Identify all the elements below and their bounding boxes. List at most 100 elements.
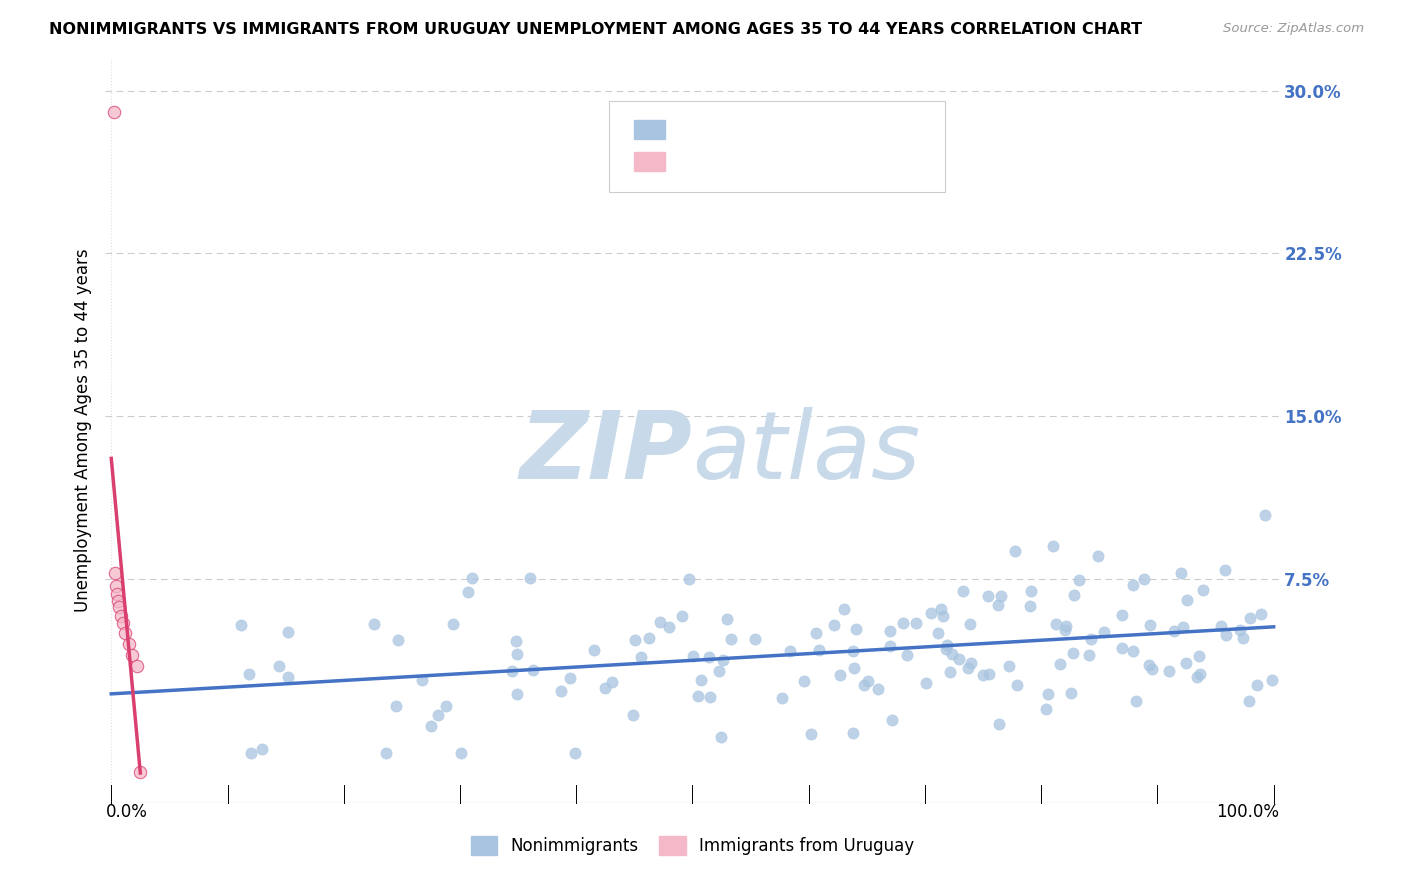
Point <box>770 691 793 706</box>
Point <box>1159 664 1181 678</box>
Point <box>800 727 823 741</box>
Point <box>277 670 299 684</box>
Point <box>238 666 260 681</box>
Point <box>1111 607 1133 622</box>
Point <box>1185 669 1208 683</box>
Point <box>939 665 962 680</box>
Point <box>108 600 131 615</box>
Point <box>711 652 734 666</box>
Point <box>387 633 409 648</box>
Point <box>689 673 711 687</box>
Y-axis label: Unemployment Among Ages 35 to 44 years: Unemployment Among Ages 35 to 44 years <box>73 249 91 612</box>
Point <box>624 633 647 648</box>
Point <box>832 601 855 615</box>
Point <box>363 617 385 632</box>
Point <box>879 639 901 653</box>
Point <box>1021 583 1043 598</box>
Point <box>682 649 704 664</box>
Point <box>426 708 449 723</box>
Point <box>461 571 484 585</box>
Point <box>239 746 262 760</box>
Point <box>118 637 141 651</box>
Text: R =: R = <box>679 120 714 139</box>
Point <box>450 746 472 760</box>
Point <box>1035 702 1057 716</box>
Point <box>716 612 738 626</box>
Point <box>419 719 441 733</box>
Point <box>114 626 136 640</box>
Point <box>595 681 617 695</box>
Point <box>806 626 828 640</box>
Point <box>1253 508 1275 523</box>
Point <box>936 638 959 652</box>
Point <box>1239 610 1261 624</box>
Point <box>1049 657 1071 672</box>
Point <box>621 708 644 723</box>
Point <box>506 647 529 661</box>
Point <box>779 644 801 658</box>
Point <box>990 589 1012 603</box>
Point <box>1246 678 1268 692</box>
Point <box>1140 661 1163 675</box>
Point <box>1188 648 1211 663</box>
Point <box>941 647 963 661</box>
Point <box>564 746 586 760</box>
Point <box>1250 607 1272 621</box>
Point <box>866 681 889 696</box>
Point <box>879 624 901 639</box>
Point <box>107 594 129 608</box>
Text: N =: N = <box>794 152 831 171</box>
Text: 0.0%: 0.0% <box>105 803 148 821</box>
Point <box>915 676 938 690</box>
Point <box>441 616 464 631</box>
Point <box>630 650 652 665</box>
Point <box>229 618 252 632</box>
Point <box>845 622 868 636</box>
Point <box>1125 694 1147 708</box>
Point <box>807 643 830 657</box>
Point <box>110 609 132 624</box>
Point <box>959 656 981 670</box>
Point <box>882 713 904 727</box>
Point <box>104 579 127 593</box>
Point <box>987 599 1010 613</box>
Point <box>720 632 742 646</box>
Point <box>558 671 581 685</box>
Point <box>125 659 148 673</box>
Point <box>1063 588 1085 602</box>
Point <box>688 689 710 703</box>
Point <box>1004 544 1026 558</box>
Point <box>637 632 659 646</box>
Point <box>905 616 928 631</box>
Point <box>522 663 544 677</box>
Text: 0.222: 0.222 <box>727 120 786 139</box>
Point <box>959 616 981 631</box>
Point <box>1139 618 1161 632</box>
Point <box>932 609 955 624</box>
Point <box>977 667 1000 681</box>
Point <box>699 690 721 705</box>
Point <box>1170 566 1192 581</box>
Point <box>505 634 527 648</box>
Point <box>519 571 541 585</box>
Point <box>1019 599 1042 613</box>
Point <box>1122 644 1144 658</box>
Point <box>977 589 1000 603</box>
Point <box>1005 678 1028 692</box>
Point <box>1229 624 1251 638</box>
Point <box>250 742 273 756</box>
Point <box>891 615 914 630</box>
Point <box>952 584 974 599</box>
Text: Source: ZipAtlas.com: Source: ZipAtlas.com <box>1223 22 1364 36</box>
Point <box>506 687 529 701</box>
Point <box>1045 617 1067 632</box>
Point <box>697 650 720 665</box>
Point <box>103 105 125 120</box>
Point <box>948 652 970 666</box>
Point <box>121 648 143 662</box>
Point <box>841 725 863 739</box>
Text: NONIMMIGRANTS VS IMMIGRANTS FROM URUGUAY UNEMPLOYMENT AMONG AGES 35 TO 44 YEARS : NONIMMIGRANTS VS IMMIGRANTS FROM URUGUAY… <box>49 22 1142 37</box>
Point <box>1069 573 1091 587</box>
Point <box>1094 625 1116 640</box>
Point <box>375 746 398 760</box>
